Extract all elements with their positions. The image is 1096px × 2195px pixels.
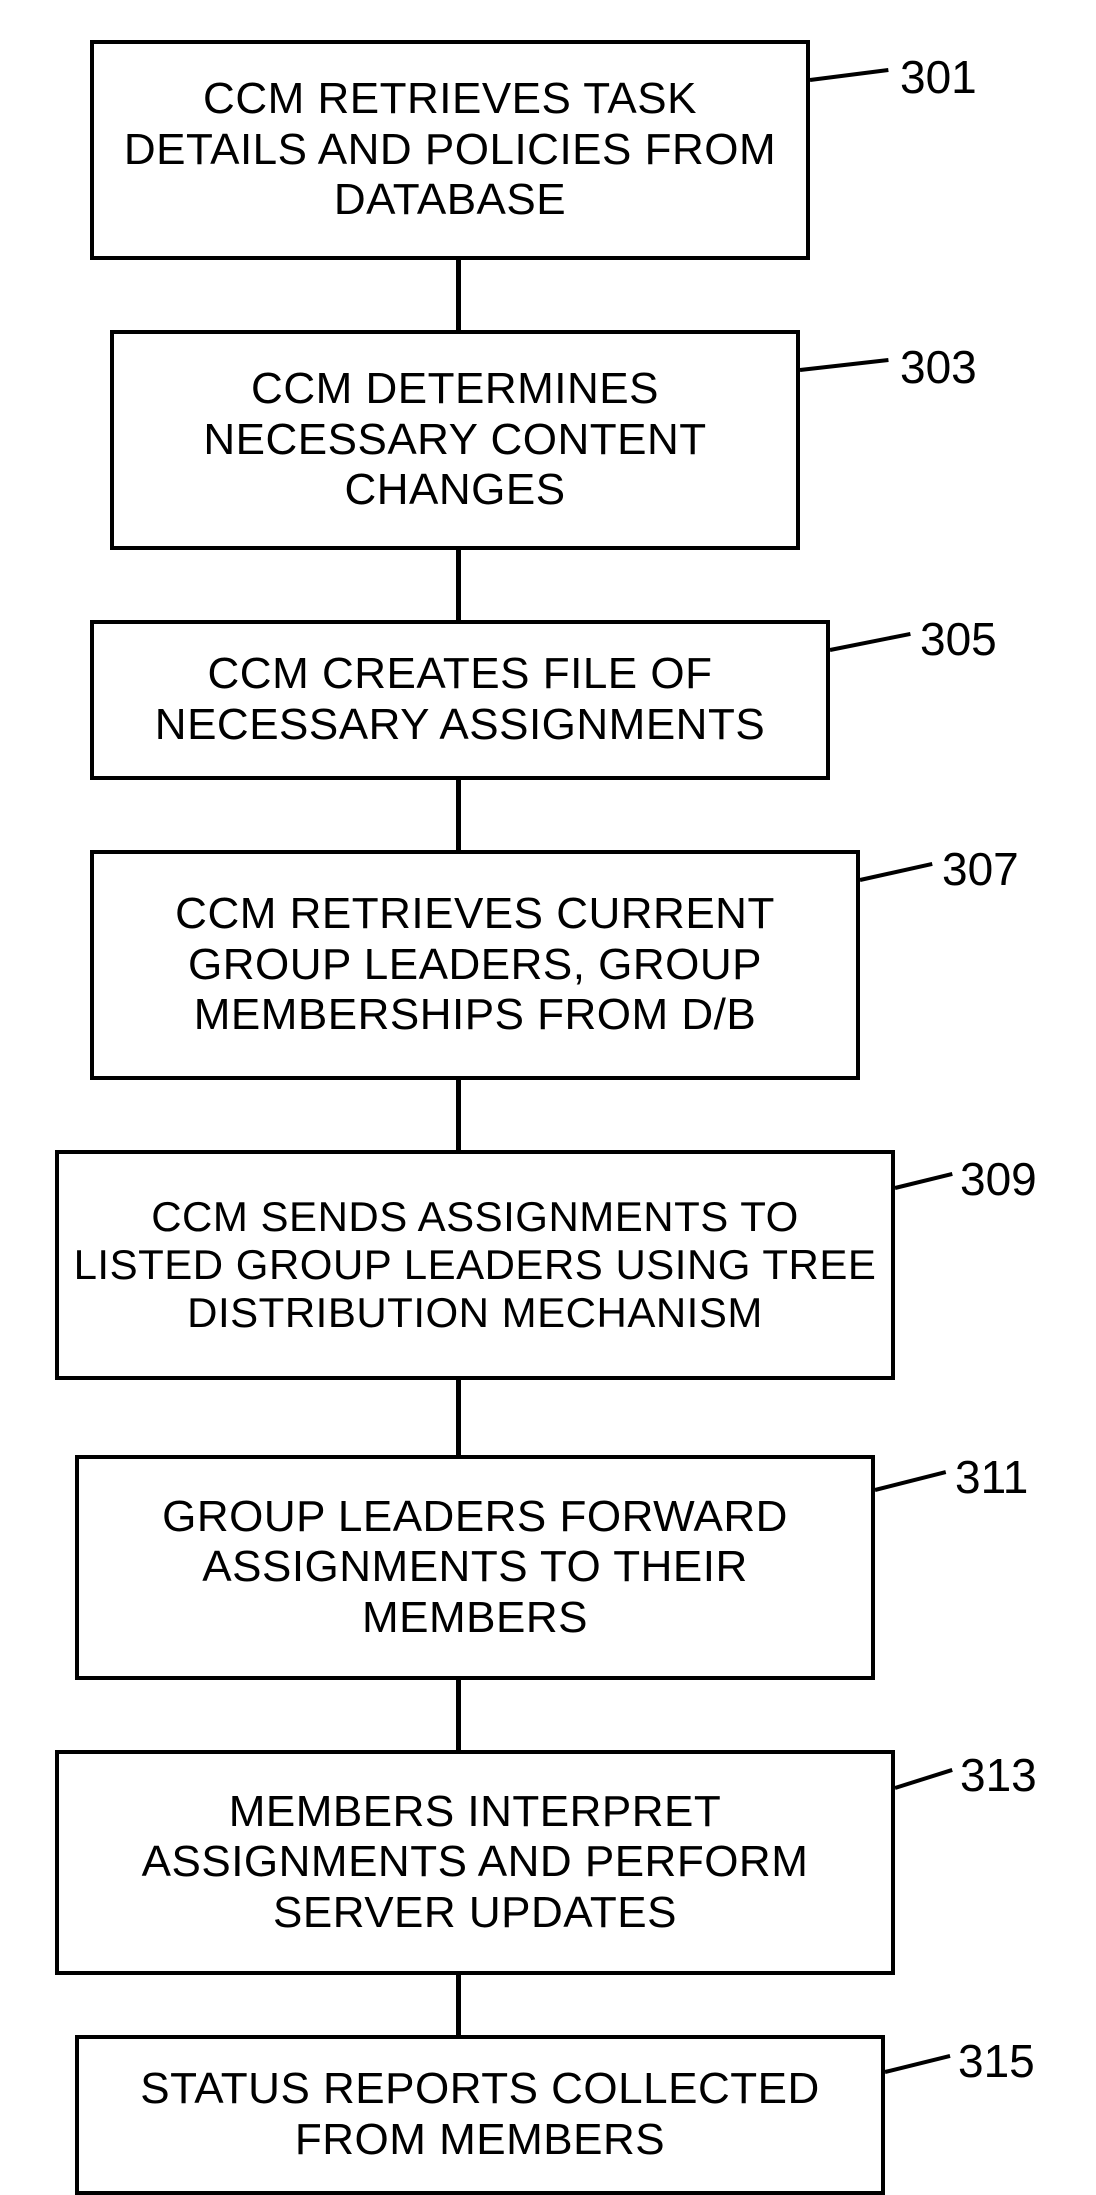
- flowchart-node: CCM SENDS ASSIGNMENTS TO LISTED GROUP LE…: [55, 1150, 895, 1380]
- flowchart-node: GROUP LEADERS FORWARD ASSIGNMENTS TO THE…: [75, 1455, 875, 1680]
- flowchart-node: MEMBERS INTERPRET ASSIGNMENTS AND PERFOR…: [55, 1750, 895, 1975]
- ref-tick: [860, 862, 933, 882]
- node-ref-label: 315: [958, 2034, 1035, 2088]
- node-ref-label: 309: [960, 1152, 1037, 1206]
- flowchart-node: CCM DETERMINES NECESSARY CONTENT CHANGES: [110, 330, 800, 550]
- flowchart-node: CCM RETRIEVES CURRENT GROUP LEADERS, GRO…: [90, 850, 860, 1080]
- node-ref-label: 301: [900, 50, 977, 104]
- flowchart-node: CCM CREATES FILE OF NECESSARY ASSIGNMENT…: [90, 620, 830, 780]
- connector: [456, 1975, 461, 2035]
- ref-tick: [830, 632, 911, 652]
- node-text: CCM RETRIEVES CURRENT GROUP LEADERS, GRO…: [108, 889, 842, 1041]
- connector: [456, 1080, 461, 1150]
- node-text: GROUP LEADERS FORWARD ASSIGNMENTS TO THE…: [93, 1492, 857, 1644]
- flowchart-node: STATUS REPORTS COLLECTED FROM MEMBERS: [75, 2035, 885, 2195]
- flowchart-node: CCM RETRIEVES TASK DETAILS AND POLICIES …: [90, 40, 810, 260]
- node-text: CCM RETRIEVES TASK DETAILS AND POLICIES …: [108, 74, 792, 226]
- node-text: CCM DETERMINES NECESSARY CONTENT CHANGES: [128, 364, 782, 516]
- node-ref-label: 313: [960, 1748, 1037, 1802]
- node-text: CCM SENDS ASSIGNMENTS TO LISTED GROUP LE…: [73, 1193, 877, 1338]
- node-ref-label: 305: [920, 612, 997, 666]
- node-text: STATUS REPORTS COLLECTED FROM MEMBERS: [93, 2064, 867, 2165]
- flowchart-canvas: CCM RETRIEVES TASK DETAILS AND POLICIES …: [0, 0, 1096, 2112]
- node-text: MEMBERS INTERPRET ASSIGNMENTS AND PERFOR…: [73, 1787, 877, 1939]
- ref-tick: [800, 358, 888, 372]
- connector: [456, 550, 461, 620]
- node-ref-label: 307: [942, 842, 1019, 896]
- ref-tick: [875, 1470, 947, 1492]
- node-ref-label: 303: [900, 340, 977, 394]
- connector: [456, 780, 461, 850]
- connector: [456, 1380, 461, 1455]
- connector: [456, 260, 461, 330]
- ref-tick: [894, 1768, 952, 1790]
- node-text: CCM CREATES FILE OF NECESSARY ASSIGNMENT…: [108, 649, 812, 750]
- ref-tick: [810, 68, 888, 82]
- ref-tick: [885, 2054, 951, 2074]
- connector: [456, 1680, 461, 1750]
- node-ref-label: 311: [955, 1450, 1028, 1504]
- ref-tick: [895, 1172, 953, 1190]
